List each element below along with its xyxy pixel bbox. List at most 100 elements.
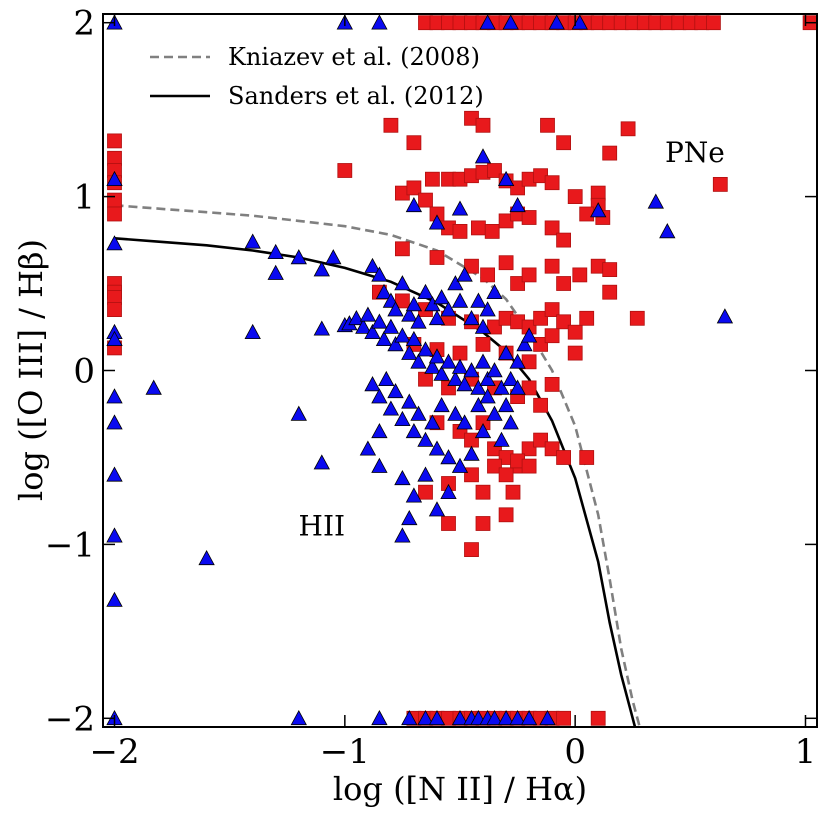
pne-square-point xyxy=(602,284,618,300)
points-layer xyxy=(106,14,818,726)
pne-square-point xyxy=(452,223,468,239)
hii-triangle-point xyxy=(387,383,404,399)
hii-triangle-point xyxy=(433,289,450,305)
pne-square-point xyxy=(475,117,491,133)
hii-triangle-point xyxy=(509,709,526,726)
pne-square-point xyxy=(424,171,440,187)
hii-triangle-point xyxy=(424,414,441,430)
pne-square-point xyxy=(556,450,571,465)
hii-triangle-point xyxy=(548,14,565,30)
x-tick-label: −2 xyxy=(89,732,139,772)
hii-triangle-point xyxy=(382,318,400,334)
pne-square-point xyxy=(629,310,645,326)
hii-triangle-point xyxy=(456,414,473,430)
pne-square-point xyxy=(464,542,479,557)
hii-triangle-point xyxy=(497,344,515,360)
hii-triangle-point xyxy=(394,327,411,343)
hii-triangle-point xyxy=(267,243,284,260)
pne-square-point xyxy=(337,163,353,178)
hii-triangle-point xyxy=(106,330,123,347)
pne-square-point xyxy=(464,467,479,483)
hii-triangle-point xyxy=(244,323,261,340)
x-tick-label: 0 xyxy=(564,732,586,772)
hii-triangle-point xyxy=(106,527,123,543)
hii-triangle-point xyxy=(470,292,487,308)
pne-square-point xyxy=(544,328,560,344)
hii-triangle-point xyxy=(106,235,123,251)
hii-triangle-point xyxy=(486,709,503,726)
hii-triangle-point xyxy=(417,709,434,726)
hii-triangle-point xyxy=(447,275,464,291)
hii-triangle-point xyxy=(364,257,381,273)
pne-square-point xyxy=(556,276,571,291)
hii-triangle-point xyxy=(509,353,526,369)
pne-square-point xyxy=(452,345,468,361)
hii-triangle-point xyxy=(410,405,427,421)
hii-triangle-point xyxy=(463,362,480,378)
hii-triangle-point xyxy=(451,457,469,473)
hii-triangle-point xyxy=(401,709,418,726)
pne-square-point xyxy=(470,220,486,236)
hii-triangle-point xyxy=(502,14,519,30)
pne-square-point xyxy=(521,458,537,474)
y-axis-label: log ([O III] / Hβ) xyxy=(12,239,50,501)
hii-triangle-point xyxy=(371,423,388,439)
hii-triangle-point xyxy=(405,296,423,312)
legend-label-kniazev: Kniazev et al. (2008) xyxy=(228,43,480,71)
hii-triangle-point xyxy=(647,193,664,209)
hii-triangle-point xyxy=(371,266,388,282)
hii-triangle-point xyxy=(479,370,496,387)
hii-triangle-point xyxy=(417,431,434,447)
hii-triangle-point xyxy=(394,410,411,427)
hii-triangle-point xyxy=(428,348,446,364)
curve-sanders xyxy=(114,237,637,728)
pne-square-point xyxy=(498,507,514,523)
hii-triangle-point xyxy=(401,393,418,409)
hii-triangle-point xyxy=(433,365,450,381)
y-tick-label: 0 xyxy=(73,352,95,392)
pne-square-point xyxy=(544,175,560,191)
hii-triangle-point xyxy=(497,396,515,413)
hii-triangle-point xyxy=(387,301,404,317)
pne-square-point xyxy=(544,220,560,236)
annotation-hii: HII xyxy=(299,510,346,543)
pne-square-point xyxy=(556,314,571,330)
hii-triangle-point xyxy=(520,709,538,726)
hii-triangle-point xyxy=(290,709,307,726)
hii-triangle-point xyxy=(378,370,395,387)
hii-triangle-point xyxy=(470,379,487,395)
pne-square-point xyxy=(475,516,491,531)
x-tick-label: 1 xyxy=(795,732,817,772)
hii-triangle-point xyxy=(539,709,556,726)
pne-square-point xyxy=(620,121,636,137)
y-tick-label: 2 xyxy=(73,4,95,44)
legend: Kniazev et al. (2008) Sanders et al. (20… xyxy=(150,43,484,110)
hii-triangle-point xyxy=(401,344,418,360)
hii-triangle-point xyxy=(447,370,464,387)
hii-triangle-point xyxy=(394,527,411,543)
hii-triangle-point xyxy=(520,327,538,343)
hii-triangle-point xyxy=(106,414,123,430)
hii-triangle-point xyxy=(463,309,480,326)
hii-triangle-point xyxy=(502,370,519,387)
pne-square-point xyxy=(567,345,583,361)
hii-triangle-point xyxy=(486,405,503,421)
hii-triangle-point xyxy=(313,320,330,336)
hii-triangle-point xyxy=(290,249,307,265)
hii-triangle-point xyxy=(387,336,404,352)
hii-triangle-point xyxy=(405,196,423,213)
pne-square-point xyxy=(498,255,514,271)
hii-triangle-point xyxy=(244,233,261,249)
pne-square-point xyxy=(441,516,456,531)
pne-square-point xyxy=(567,324,583,340)
hii-triangle-point xyxy=(479,14,496,30)
pne-square-point xyxy=(544,441,560,457)
hii-triangle-point xyxy=(474,353,492,369)
pne-square-point xyxy=(521,210,537,225)
x-axis-label: log ([N II] / Hα) xyxy=(333,770,587,808)
y-tick-label: −1 xyxy=(45,525,95,565)
hii-triangle-point xyxy=(364,376,381,392)
hii-triangle-point xyxy=(267,264,284,280)
hii-triangle-point xyxy=(106,466,123,482)
